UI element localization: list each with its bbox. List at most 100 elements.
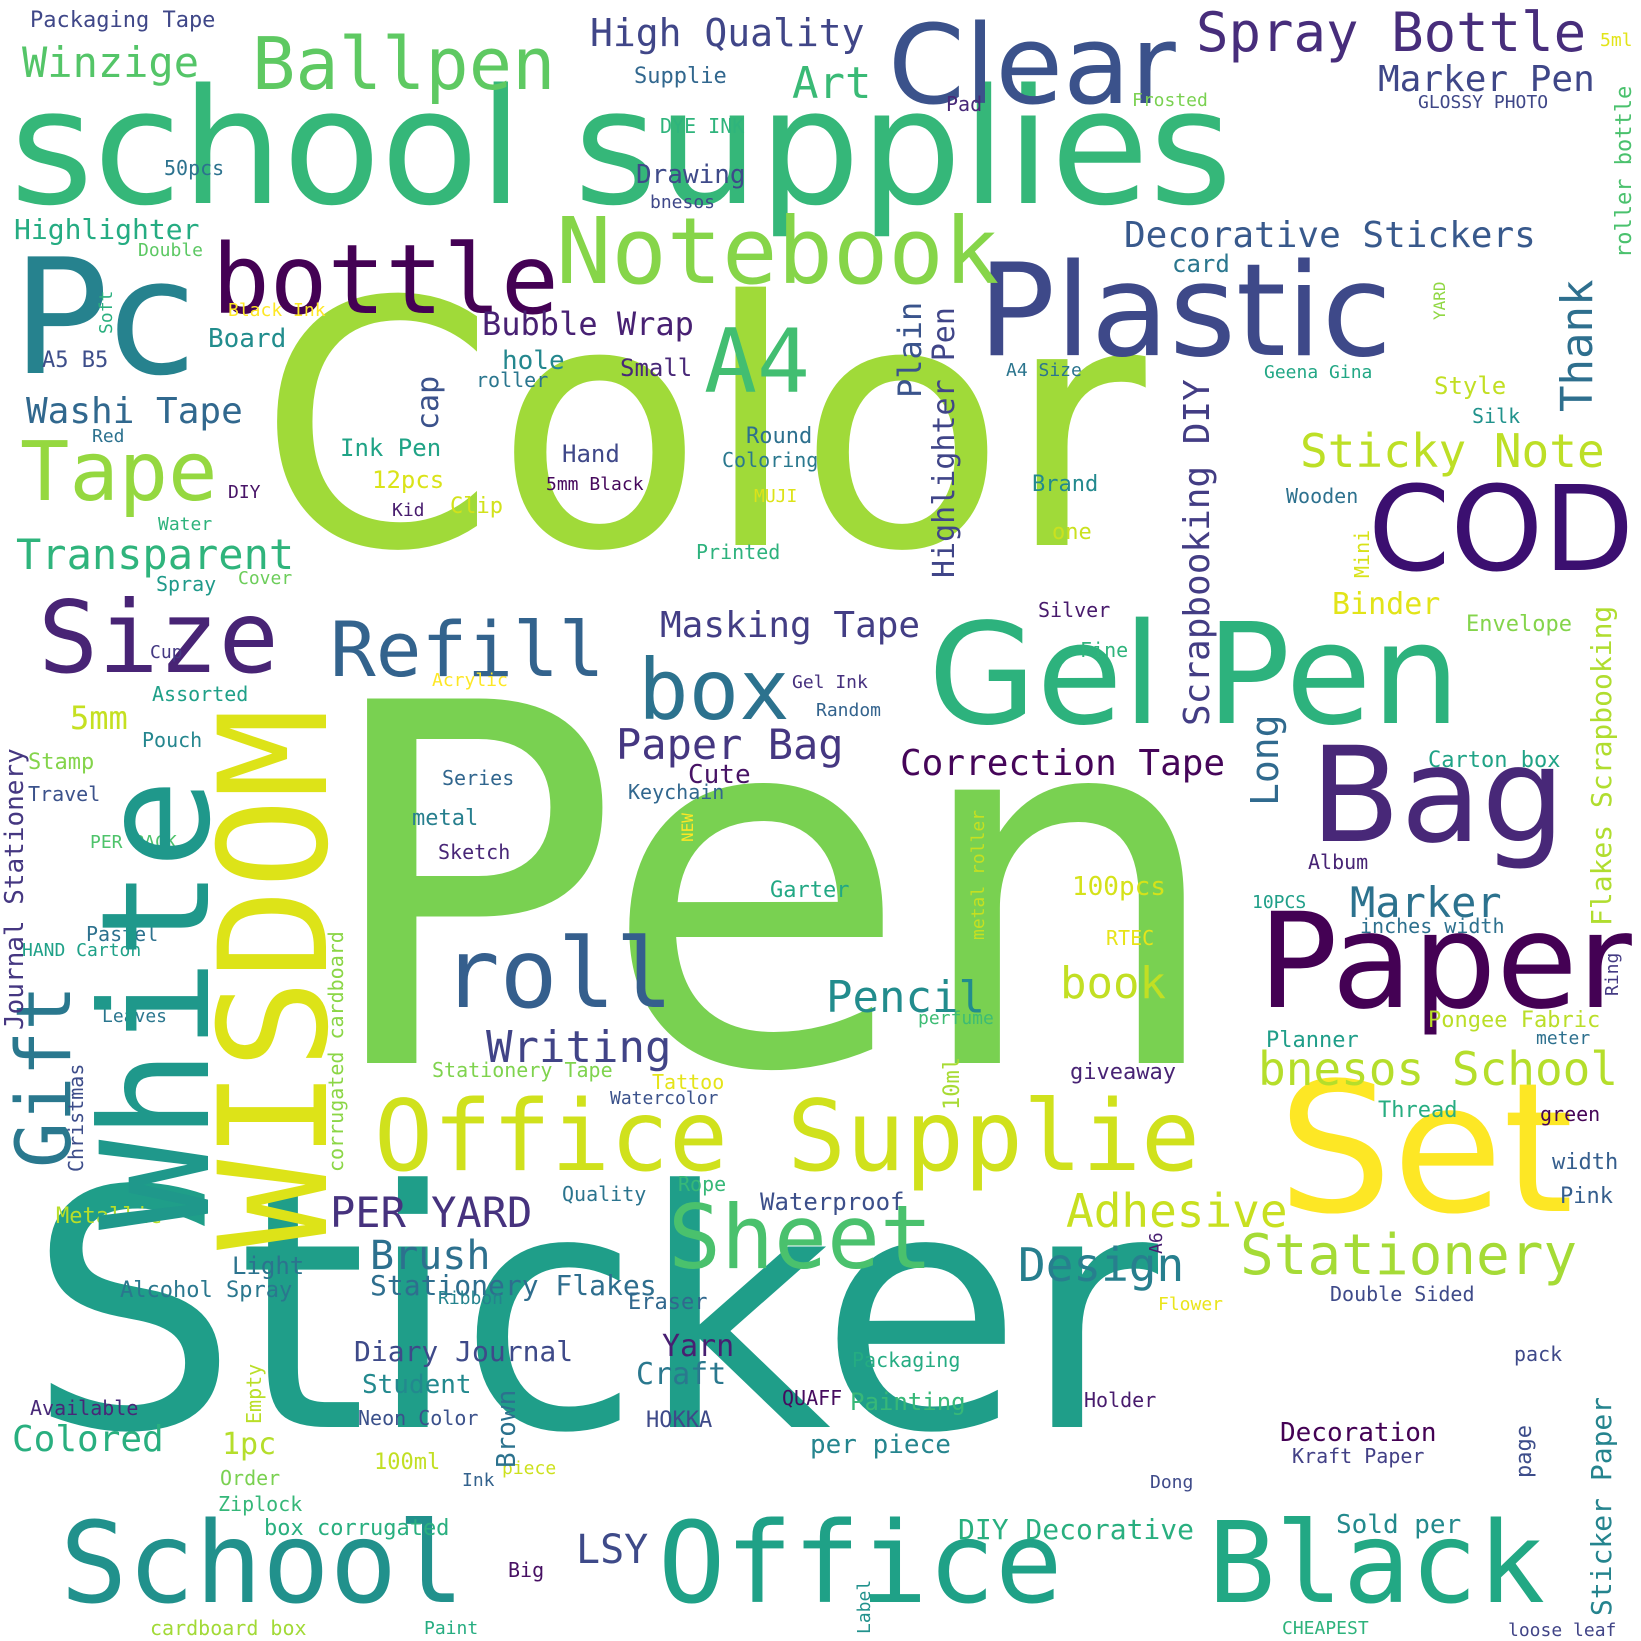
word-marker: Marker <box>1350 878 1502 927</box>
word-kraft-paper: Kraft Paper <box>1292 1444 1425 1468</box>
word-brush: Brush <box>370 1233 491 1279</box>
word-garter: Garter <box>770 878 850 903</box>
word-sheet: Sheet <box>668 1186 933 1289</box>
word-pastel: Pastel <box>86 922 159 946</box>
word-spray-bottle: Spray Bottle <box>1196 1 1587 64</box>
word-brand: Brand <box>1032 472 1099 497</box>
word-drawing: Drawing <box>636 160 746 190</box>
word-transparent: Transparent <box>16 530 295 579</box>
word-correction-tape: Correction Tape <box>900 743 1226 784</box>
word-christmas: Christmas <box>64 1063 88 1172</box>
word-stationery-tape: Stationery Tape <box>432 1058 613 1082</box>
word-hand-carton: HAND Carton <box>22 940 142 961</box>
word-double-sided: Double Sided <box>1330 1282 1475 1306</box>
word-pencil: Pencil <box>826 972 985 1023</box>
word-paint: Paint <box>424 1618 479 1639</box>
word-waterproof: Waterproof <box>760 1188 905 1216</box>
word-cod: COD <box>1368 460 1635 598</box>
word-holder: Holder <box>1084 1388 1157 1412</box>
word-5mm: 5mm <box>70 699 128 737</box>
word-set: Set <box>1278 1045 1574 1254</box>
word-frosted: Frosted <box>1132 90 1208 111</box>
word-cheapest: CHEAPEST <box>1282 1618 1369 1639</box>
word-pink: Pink <box>1560 1184 1613 1209</box>
word-width: width <box>1552 1150 1619 1175</box>
word-decoration: Decoration <box>1280 1418 1437 1448</box>
word-dong: Dong <box>1150 1472 1194 1493</box>
word-planner: Planner <box>1266 1028 1359 1053</box>
word-page: page <box>1512 1425 1537 1478</box>
word-loose-leaf: loose leaf <box>1508 1620 1617 1641</box>
word-per-yard: PER YARD <box>330 1188 533 1237</box>
word-sticker: Sticker <box>28 1121 1159 1505</box>
word-hand: Hand <box>562 440 620 468</box>
word-coloring: Coloring <box>722 448 819 472</box>
word-pouch: Pouch <box>142 728 203 752</box>
word-paper: Paper <box>1258 885 1632 1039</box>
word-round: Round <box>746 424 813 449</box>
word-bnesos-school: bnesos School <box>1258 1042 1619 1096</box>
word-high-quality: High Quality <box>590 11 865 55</box>
word-glossy-photo: GLOSSY PHOTO <box>1418 92 1549 113</box>
word-bubble-wrap: Bubble Wrap <box>482 305 694 343</box>
word-metal-roller: metal roller <box>968 809 989 940</box>
word-light: Light <box>232 1252 305 1280</box>
word-series: Series <box>442 766 515 790</box>
word-a5-b5: A5 B5 <box>42 348 109 373</box>
word-pc: Pc <box>12 224 197 411</box>
word-school-supplies: school supplies <box>10 54 1233 241</box>
word-kid: Kid <box>392 500 425 521</box>
word-highlighter-pen: Highlighter Pen <box>927 307 962 578</box>
word-neon-color: Neon Color <box>358 1406 479 1430</box>
word-diy: DIY <box>228 482 261 503</box>
word-stationery-flakes: Stationery Flakes <box>370 1269 657 1302</box>
word-pen: Pen <box>318 599 1227 1181</box>
word-travel: Travel <box>28 782 101 806</box>
word-winzige: Winzige <box>22 38 200 87</box>
word-washi-tape: Washi Tape <box>26 391 243 432</box>
word-sketch: Sketch <box>438 840 511 864</box>
word-colored: Colored <box>12 1419 164 1460</box>
word-new: NEW <box>678 813 697 842</box>
word-highlighter: Highlighter <box>14 213 200 246</box>
word-pad: Pad <box>946 92 983 116</box>
word-supplie: Supplie <box>634 64 727 89</box>
word-brown: Brown <box>492 1389 522 1468</box>
word-10pcs: 10PCS <box>1252 892 1307 913</box>
word-muji: MUJI <box>754 486 798 507</box>
word-gel-ink: Gel Ink <box>792 672 868 693</box>
word-geena-gina: Geena Gina <box>1264 362 1373 383</box>
word-label: Label <box>854 1579 875 1634</box>
word-plastic: Plastic <box>978 237 1392 386</box>
word-ribbon: Ribbon <box>438 1288 504 1309</box>
word-stationery: Stationery <box>1240 1223 1578 1288</box>
word-packaging-tape: Packaging Tape <box>30 8 216 33</box>
word-art: Art <box>792 58 872 109</box>
word-rtec: RTEC <box>1106 926 1155 950</box>
word-packaging: Packaging <box>852 1348 961 1372</box>
word-paper-bag: Paper Bag <box>616 720 844 769</box>
word-corrugated-cardboard: corrugated cardboard <box>324 931 348 1172</box>
word-box: box <box>638 641 790 739</box>
word-school: School <box>60 1499 465 1629</box>
word-bottle: bottle <box>212 224 559 336</box>
word-diy-decorative: DIY Decorative <box>958 1513 1195 1546</box>
word-green: green <box>1540 1102 1601 1126</box>
word-student: Student <box>362 1370 472 1400</box>
word-cup: Cup <box>150 642 183 663</box>
word-black-ink: Black Ink <box>228 300 326 321</box>
word-hole: hole <box>502 346 565 376</box>
word-per-pack: PER PACK <box>90 832 177 853</box>
word-5ml: 5ml <box>1600 30 1633 51</box>
word-mini: Mini <box>1350 529 1374 578</box>
word-masking-tape: Masking Tape <box>660 605 921 646</box>
word-available: Available <box>30 1396 139 1420</box>
word-metallic: Metallic <box>56 1204 162 1229</box>
word-envelope: Envelope <box>1466 612 1572 637</box>
word-gel-pen: Gel Pen <box>928 594 1461 757</box>
word-cap: cap <box>411 375 446 430</box>
word-cardboard-box: cardboard box <box>150 1616 307 1640</box>
word-adhesive: Adhesive <box>1066 1184 1288 1238</box>
word-stamp: Stamp <box>28 750 95 775</box>
word-sticker-paper: Sticker Paper <box>1585 1396 1618 1616</box>
